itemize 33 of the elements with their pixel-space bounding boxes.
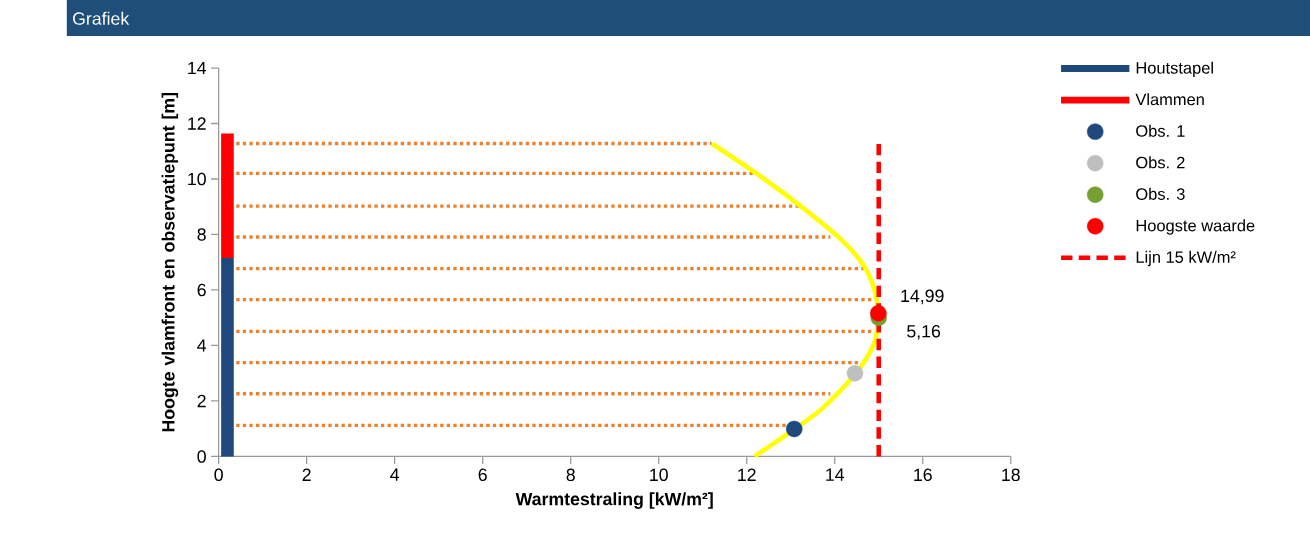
x-tick-label: 6 [478, 468, 487, 482]
legend-label: Houtstapel [1136, 61, 1213, 77]
chart-title: Grafiek [73, 11, 130, 25]
legend-label: Lijn 15 kW/m² [1136, 250, 1236, 267]
y-tick-label: 4 [197, 339, 207, 352]
x-tick-label: 4 [390, 468, 400, 481]
point [870, 305, 887, 322]
x-tick-label: 8 [566, 468, 575, 482]
point [786, 420, 803, 438]
y-axis-title: Hoogte vlamfront en observatiepunt [m] [161, 92, 179, 432]
y-tick-label: 8 [197, 228, 206, 241]
y-tick-label: 12 [188, 117, 206, 130]
legend-label: Obs. 3 [1136, 187, 1185, 200]
x-tick-label: 16 [914, 468, 932, 482]
x-tick-label: 10 [650, 468, 668, 482]
legend-label: Hoogste waarde [1136, 219, 1255, 235]
legend-label: Obs. 1 [1136, 124, 1185, 137]
point [846, 364, 864, 382]
annotation: 5,16 [907, 324, 941, 340]
y-tick-label: 0 [197, 450, 206, 463]
y-tick-label: 10 [188, 172, 206, 186]
annotation: 14,99 [901, 289, 944, 305]
x-tick-label: 12 [738, 468, 756, 481]
x-tick-label: 14 [826, 468, 845, 481]
y-tick-label: 2 [197, 394, 206, 408]
legend-label: Obs. 2 [1136, 156, 1185, 169]
x-axis-title: Warmtestraling [kW/m²] [515, 492, 713, 509]
x-tick-label: 2 [302, 468, 311, 481]
y-tick-label: 14 [188, 61, 207, 75]
x-tick-label: 0 [214, 468, 223, 482]
legend-label: Vlammen [1135, 93, 1204, 106]
y-tick-label: 6 [197, 283, 206, 297]
x-tick-label: 18 [1002, 468, 1020, 482]
